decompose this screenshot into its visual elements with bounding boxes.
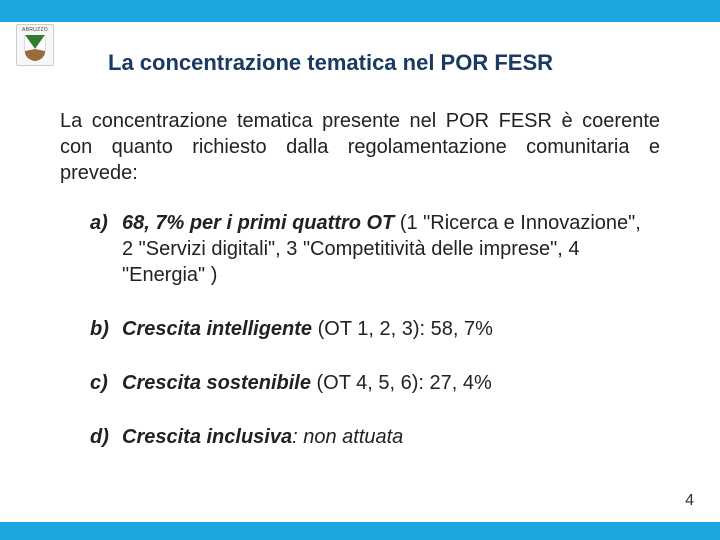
list-body: Crescita inclusiva: non attuata [122,424,650,450]
bottom-bar [0,522,720,540]
list-rest: : non attuata [292,426,403,448]
list-rest: (OT 4, 5, 6): 27, 4% [311,372,492,394]
slide-title: La concentrazione tematica nel POR FESR [108,50,553,76]
top-bar [0,0,720,22]
list-item: a) 68, 7% per i primi quattro OT (1 "Ric… [90,210,650,288]
list-marker: d) [90,424,122,450]
intro-paragraph: La concentrazione tematica presente nel … [60,108,660,186]
region-logo: ABRUZZO [16,24,54,66]
list-bold: Crescita sostenibile [122,372,311,394]
list-item: d) Crescita inclusiva: non attuata [90,424,650,450]
list-body: 68, 7% per i primi quattro OT (1 "Ricerc… [122,210,650,288]
list-marker: a) [90,210,122,288]
page-number: 4 [685,492,694,510]
list-bold: 68, 7% per i primi quattro OT [122,212,394,234]
list-item: c) Crescita sostenibile (OT 4, 5, 6): 27… [90,370,650,396]
list-body: Crescita intelligente (OT 1, 2, 3): 58, … [122,316,650,342]
slide: ABRUZZO La concentrazione tematica nel P… [0,0,720,540]
logo-label: ABRUZZO [22,27,48,33]
list-marker: c) [90,370,122,396]
ordered-list: a) 68, 7% per i primi quattro OT (1 "Ric… [90,210,650,478]
list-bold: Crescita inclusiva [122,426,292,448]
shield-icon [23,35,47,61]
list-body: Crescita sostenibile (OT 4, 5, 6): 27, 4… [122,370,650,396]
list-marker: b) [90,316,122,342]
list-item: b) Crescita intelligente (OT 1, 2, 3): 5… [90,316,650,342]
list-rest: (OT 1, 2, 3): 58, 7% [312,318,493,340]
list-bold: Crescita intelligente [122,318,312,340]
